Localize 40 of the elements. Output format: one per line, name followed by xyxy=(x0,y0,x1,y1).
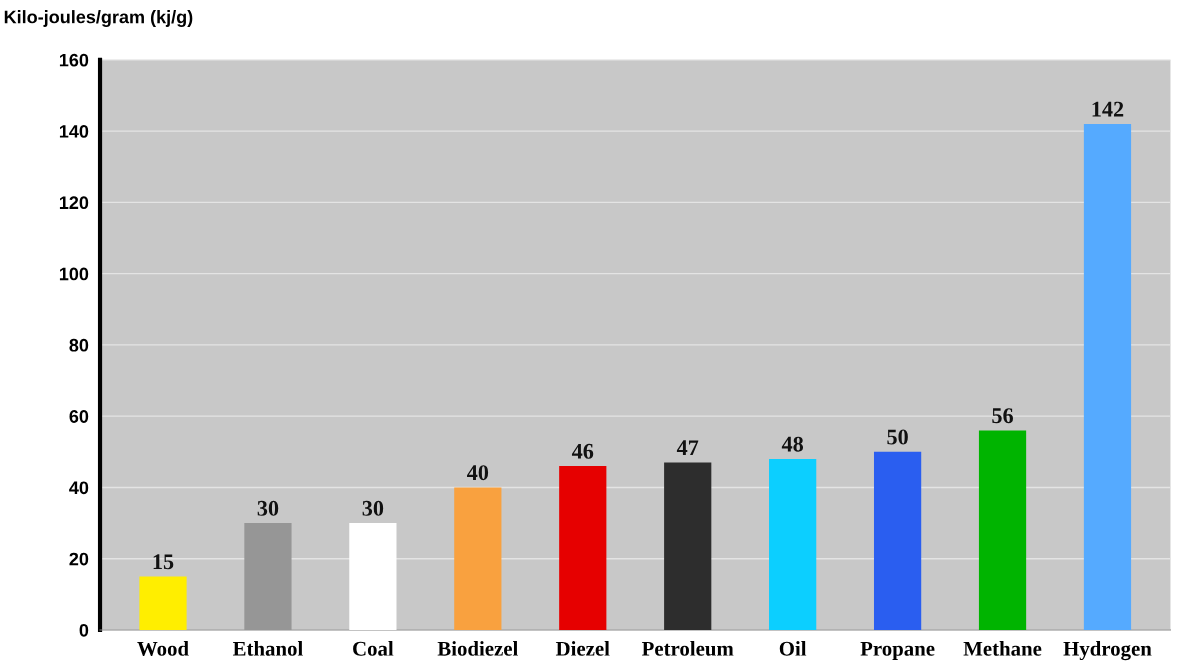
y-tick-label: 40 xyxy=(69,481,89,495)
data-label: 142 xyxy=(1092,101,1124,117)
x-tick-label: Hydrogen xyxy=(1063,641,1152,661)
bar xyxy=(978,430,1027,630)
x-tick-label: Coal xyxy=(353,641,394,656)
x-tick-label: Ethanol xyxy=(232,641,303,656)
bar xyxy=(139,576,187,630)
y-tick-label: 140 xyxy=(59,125,89,138)
bar xyxy=(349,523,397,630)
bar xyxy=(454,487,502,630)
x-tick-label: Diezel xyxy=(555,641,610,656)
data-label: 15 xyxy=(153,554,174,570)
bar xyxy=(769,458,817,630)
data-label: 40 xyxy=(467,465,489,481)
data-label: 48 xyxy=(781,436,804,452)
y-tick-label: 0 xyxy=(79,623,89,637)
x-tick-label: Propane xyxy=(860,641,935,660)
y-tick-label: 80 xyxy=(69,338,89,352)
y-tick-label: 100 xyxy=(59,267,89,281)
y-axis-title: Kilo-joules/gram (kj/g) xyxy=(4,10,193,27)
y-tick-label: 120 xyxy=(59,196,89,210)
bar xyxy=(873,451,922,630)
bar xyxy=(1083,123,1132,630)
data-label: 50 xyxy=(887,429,908,445)
x-tick-label: Wood xyxy=(137,641,189,656)
data-label: 30 xyxy=(362,500,384,516)
x-tick-label: Petroleum xyxy=(641,641,734,656)
data-label: 56 xyxy=(992,408,1013,424)
y-tick-label: 160 xyxy=(59,53,89,67)
bar xyxy=(559,466,607,630)
y-tick-label: 20 xyxy=(69,552,89,566)
x-tick-label: Oil xyxy=(779,641,807,656)
data-label: 47 xyxy=(676,440,699,455)
data-label: 46 xyxy=(571,443,594,459)
x-tick-label: Biodiezel xyxy=(437,641,518,656)
data-label: 30 xyxy=(257,500,279,516)
y-tick-label: 60 xyxy=(69,410,89,423)
bar xyxy=(664,462,712,630)
bar xyxy=(244,523,292,630)
x-tick-label: Methane xyxy=(963,641,1042,656)
